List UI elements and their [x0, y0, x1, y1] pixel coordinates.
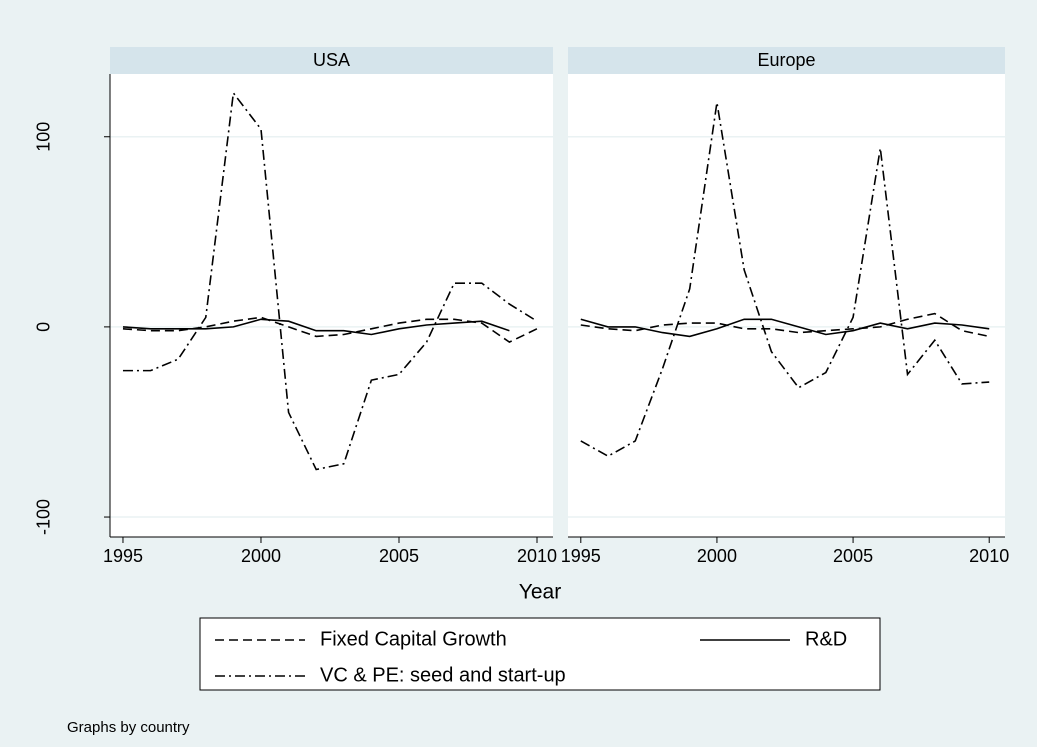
- x-tick-label: 2005: [379, 546, 419, 566]
- x-tick-label: 1995: [103, 546, 143, 566]
- strip: [110, 47, 553, 74]
- plot-area: [568, 74, 1005, 537]
- note: Graphs by country: [67, 719, 190, 736]
- y-tick-label: 100: [34, 122, 54, 152]
- x-tick-label: 2010: [969, 546, 1009, 566]
- plot-area: [110, 74, 553, 537]
- series-line: [122, 318, 510, 336]
- legend-box: [199, 617, 881, 691]
- x-tick-label: 2000: [241, 546, 281, 566]
- legend-label: VC & PE: seed and start-up: [320, 664, 566, 686]
- series-line: [122, 316, 538, 344]
- panel-title: Europe: [757, 50, 815, 70]
- x-tick-label: 2010: [517, 546, 557, 566]
- series-line: [122, 90, 538, 471]
- y-tick-label: -100: [34, 499, 54, 535]
- x-tick-label: 1995: [561, 546, 601, 566]
- strip: [568, 47, 1005, 74]
- y-tick-label: 0: [34, 322, 54, 332]
- legend-label: Fixed Capital Growth: [320, 628, 507, 650]
- legend-label: R&D: [805, 628, 847, 650]
- x-tick-label: 2005: [833, 546, 873, 566]
- x-axis-label: Year: [519, 581, 561, 604]
- series-line: [580, 102, 990, 458]
- series-line: [580, 318, 990, 338]
- x-tick-label: 2000: [697, 546, 737, 566]
- series-line: [580, 312, 990, 338]
- panel-title: USA: [313, 50, 350, 70]
